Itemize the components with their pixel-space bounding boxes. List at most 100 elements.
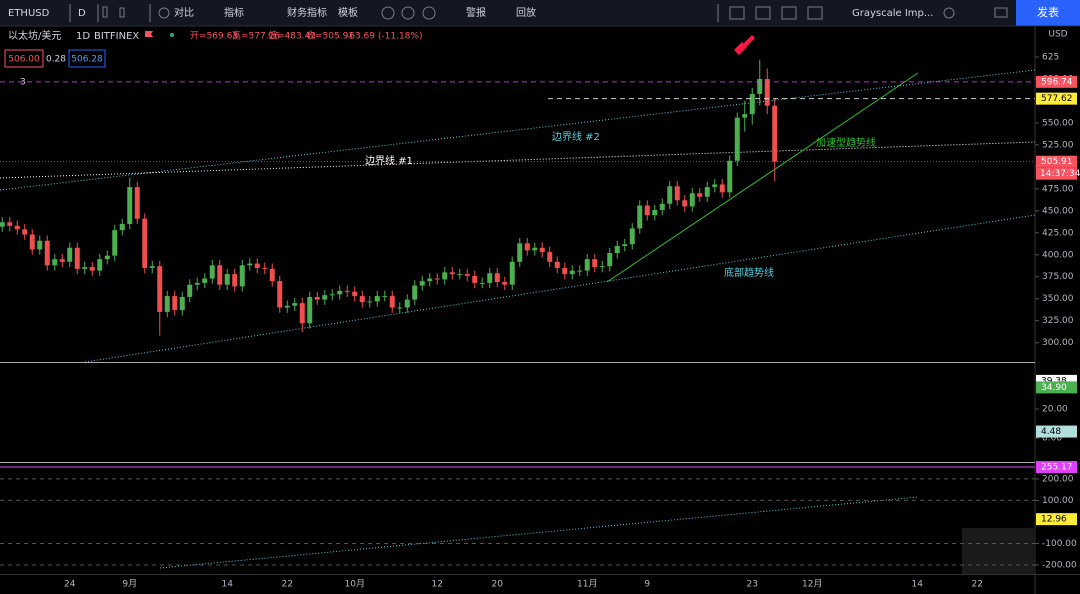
candle-body [487,273,493,283]
value-tag [1036,461,1077,474]
candle-body [374,296,380,302]
spread: 0.28 [46,55,66,65]
bid-box[interactable] [4,49,44,68]
y-tick-label: 300.00 [1042,338,1074,348]
candle-body [0,222,5,227]
candle-body [59,259,65,262]
currency: USD [1048,30,1067,40]
ask-box[interactable] [68,49,106,68]
candle-body [547,252,553,262]
candle-body [22,229,28,235]
candle-body [689,193,695,207]
legend-interval: 1D [76,31,90,42]
candle-body [217,265,223,285]
compare[interactable]: 对比 [174,6,194,19]
candle-body [532,247,538,251]
y-tick-label: 400.00 [1042,250,1074,260]
candle-body [104,255,110,260]
symbol[interactable]: ETHUSD [8,8,50,19]
x-tick-label: 12 [432,580,443,590]
price-tag [1036,155,1077,168]
x-tick-label: 9 [644,580,650,590]
candle-body [509,261,515,285]
bottom-trend-line [84,214,1036,363]
x-tick-label: 22 [972,580,983,590]
candle-body [464,274,470,276]
candle-body [674,186,680,201]
candle-body [434,278,440,280]
countdown-tag [1036,167,1077,180]
bid: 506.00 [8,55,40,65]
candle-body [82,267,88,269]
countdown: 14:37:34 [1040,169,1080,179]
x-tick-label: 10月 [345,579,365,590]
candle-body [329,294,335,296]
candle-body [119,224,125,231]
candle-body [247,263,253,266]
value-tag-label: 4.48 [1041,427,1061,437]
candle-body [269,268,275,282]
candle-body [682,200,688,207]
candle-body [472,275,478,283]
candle-body [284,305,290,308]
candle-body [194,282,200,285]
candle-body [299,303,305,324]
candle-body [277,281,283,308]
value-tag-label: 39.38 [1041,376,1067,386]
x-tick-label: 14 [222,580,234,590]
candle-body [712,184,718,188]
candle-body [449,272,455,275]
alert[interactable]: 警报 [466,6,486,19]
x-tick-label: 20 [492,580,504,590]
financials[interactable]: 财务指标 [287,6,327,19]
ask: 506.28 [71,55,103,65]
value-tag-label: 12.96 [1041,515,1067,525]
candle-body [442,272,448,280]
annotation: 加速型趋势线 [816,136,876,149]
candle-body [412,285,418,300]
candle-body [254,263,260,268]
annotation: 边界线 #1 [365,154,413,167]
candle-body [382,296,388,298]
candle-body [397,307,403,309]
legend-low: 低=483.43 [268,30,316,42]
x-tick-label: 12月 [802,579,822,590]
value-tag [1036,381,1077,394]
value-tag-label: 34.90 [1041,383,1067,393]
candle-body [599,266,605,268]
x-tick-label: 14 [912,580,924,590]
candle-body [307,296,313,324]
value-tag-label: 255.17 [1041,463,1073,473]
publish-button[interactable] [1016,0,1080,26]
y-tick-label: 450.00 [1042,206,1074,216]
candle-body [562,267,568,275]
candle-body [502,282,508,285]
price-tag-label: 505.91 [1041,157,1073,167]
legend-close: 收=505.91 [306,30,354,42]
replay[interactable]: 回放 [516,6,536,19]
toolbar [0,0,1080,26]
indicators[interactable]: 指标 [224,6,244,19]
candle-body [584,259,590,271]
legend-change: -63.69 (-11.18%) [346,32,422,42]
candle-body [14,225,20,230]
trend-lines [0,69,1036,569]
price-tag [1036,75,1077,88]
interval[interactable]: D [78,8,86,19]
y-tick-label: 200.00 [1042,474,1074,484]
status-dot [170,33,174,37]
price-tag-label: 577.62 [1041,94,1073,104]
candle-body [157,266,163,312]
y-tick-label: 20.00 [1042,405,1068,415]
candle-body [652,209,658,216]
layout-name[interactable]: Grayscale Imp... [852,8,933,19]
candle-body [494,273,500,283]
candle-body [224,274,230,285]
publish[interactable]: 发表 [1037,5,1059,19]
candle-body [757,78,763,94]
candle-body [727,160,733,193]
candle-body [389,296,395,308]
templates[interactable]: 模板 [338,6,358,19]
candle-body [719,184,725,193]
